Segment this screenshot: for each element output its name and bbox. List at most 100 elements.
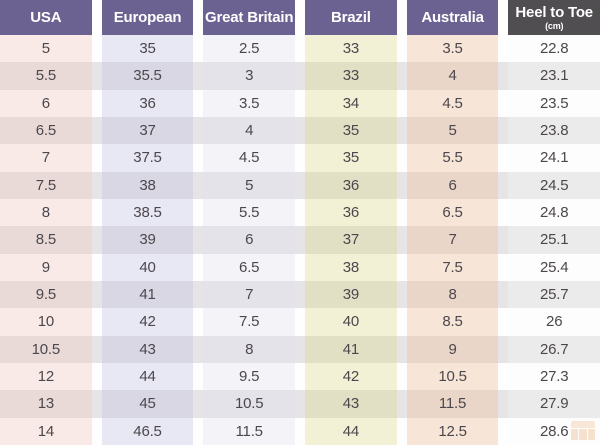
cell-great-britain: 3.5 <box>203 89 296 117</box>
cell-european: 45 <box>101 390 194 418</box>
watermark-logo <box>571 421 595 440</box>
cell-brazil: 44 <box>305 417 397 445</box>
cell-usa: 7.5 <box>0 171 92 199</box>
cell-brazil: 33 <box>305 35 397 63</box>
cell-usa: 6 <box>0 89 92 117</box>
cell-heel-to-toe: 25.7 <box>508 280 600 309</box>
cell-brazil: 37 <box>305 226 397 254</box>
cell-heel-to-toe: 24.8 <box>508 198 600 227</box>
cell-heel-to-toe: 23.1 <box>508 62 600 90</box>
cell-great-britain: 4 <box>203 116 296 145</box>
table-row: 9.5 41 7 39 8 25.7 <box>0 280 600 309</box>
column-header-label: Heel to Toe <box>515 3 593 21</box>
column-header-unit-label: (cm) <box>545 20 564 31</box>
cell-great-britain: 3 <box>203 62 296 90</box>
cell-great-britain: 5.5 <box>203 198 296 227</box>
table-row: 14 46.5 11.5 44 12.5 28.6 <box>0 417 600 445</box>
cell-heel-to-toe: 25.4 <box>508 253 600 281</box>
cell-heel-to-toe: 27.9 <box>508 390 600 418</box>
cell-heel-to-toe: 26.7 <box>508 335 600 363</box>
column-header-great-britain: Great Britain <box>203 0 296 35</box>
table-header-row: USA European Great Britain Brazil Austra… <box>0 0 600 35</box>
cell-heel-to-toe: 28.6 <box>508 417 600 445</box>
cell-brazil: 34 <box>305 89 397 117</box>
cell-brazil: 38 <box>305 253 397 281</box>
table-row: 7 37.5 4.5 35 5.5 24.1 <box>0 144 600 172</box>
cell-usa: 8 <box>0 198 92 227</box>
cell-european: 38 <box>101 171 194 199</box>
cell-usa: 13 <box>0 390 92 418</box>
table-row: 10 42 7.5 40 8.5 26 <box>0 308 600 336</box>
cell-great-britain: 7 <box>203 280 296 309</box>
cell-great-britain: 6.5 <box>203 253 296 281</box>
cell-brazil: 41 <box>305 335 397 363</box>
cell-australia: 3.5 <box>406 35 499 63</box>
cell-european: 42 <box>101 308 194 336</box>
table-row: 7.5 38 5 36 6 24.5 <box>0 171 600 199</box>
column-header-usa: USA <box>0 0 92 35</box>
watermark-windows <box>571 429 595 440</box>
cell-brazil: 42 <box>305 362 397 391</box>
cell-usa: 5.5 <box>0 62 92 90</box>
cell-european: 40 <box>101 253 194 281</box>
table-row: 10.5 43 8 41 9 26.7 <box>0 335 600 363</box>
cell-european: 46.5 <box>101 417 194 445</box>
column-header-australia: Australia <box>406 0 499 35</box>
cell-brazil: 39 <box>305 280 397 309</box>
cell-great-britain: 5 <box>203 171 296 199</box>
cell-brazil: 35 <box>305 116 397 145</box>
cell-australia: 6.5 <box>406 198 499 227</box>
cell-brazil: 40 <box>305 308 397 336</box>
cell-usa: 8.5 <box>0 226 92 254</box>
table-row: 13 45 10.5 43 11.5 27.9 <box>0 390 600 418</box>
column-header-heel-to-toe: Heel to Toe (cm) <box>508 0 600 35</box>
cell-heel-to-toe: 24.5 <box>508 171 600 199</box>
cell-australia: 4.5 <box>406 89 499 117</box>
cell-australia: 8 <box>406 280 499 309</box>
cell-usa: 6.5 <box>0 116 92 145</box>
column-header-label: USA <box>30 9 62 26</box>
cell-usa: 10.5 <box>0 335 92 363</box>
cell-usa: 10 <box>0 308 92 336</box>
column-header-label: European <box>113 9 182 26</box>
cell-european: 38.5 <box>101 198 194 227</box>
cell-heel-to-toe: 26 <box>508 308 600 336</box>
cell-australia: 5.5 <box>406 144 499 172</box>
table-row: 6 36 3.5 34 4.5 23.5 <box>0 89 600 117</box>
cell-heel-to-toe: 23.5 <box>508 89 600 117</box>
table-row: 5.5 35.5 3 33 4 23.1 <box>0 62 600 90</box>
table-row: 5 35 2.5 33 3.5 22.8 <box>0 35 600 63</box>
table-row: 8 38.5 5.5 36 6.5 24.8 <box>0 198 600 227</box>
cell-australia: 12.5 <box>406 417 499 445</box>
cell-european: 43 <box>101 335 194 363</box>
cell-australia: 7.5 <box>406 253 499 281</box>
cell-european: 36 <box>101 89 194 117</box>
column-header-brazil: Brazil <box>305 0 397 35</box>
cell-great-britain: 2.5 <box>203 35 296 63</box>
watermark-awning <box>571 421 595 428</box>
cell-heel-to-toe: 22.8 <box>508 35 600 63</box>
cell-brazil: 36 <box>305 171 397 199</box>
column-header-label: Great Britain <box>205 9 294 26</box>
cell-usa: 9.5 <box>0 280 92 309</box>
cell-european: 35.5 <box>101 62 194 90</box>
column-header-label: Australia <box>421 9 484 26</box>
cell-usa: 12 <box>0 362 92 391</box>
cell-australia: 9 <box>406 335 499 363</box>
cell-great-britain: 9.5 <box>203 362 296 391</box>
cell-australia: 10.5 <box>406 362 499 391</box>
cell-great-britain: 7.5 <box>203 308 296 336</box>
column-header-label: Brazil <box>331 9 371 26</box>
cell-brazil: 35 <box>305 144 397 172</box>
cell-heel-to-toe: 24.1 <box>508 144 600 172</box>
cell-brazil: 43 <box>305 390 397 418</box>
cell-great-britain: 6 <box>203 226 296 254</box>
table-row: 8.5 39 6 37 7 25.1 <box>0 226 600 254</box>
cell-usa: 5 <box>0 35 92 63</box>
cell-great-britain: 4.5 <box>203 144 296 172</box>
cell-usa: 7 <box>0 144 92 172</box>
cell-australia: 7 <box>406 226 499 254</box>
cell-european: 41 <box>101 280 194 309</box>
cell-usa: 14 <box>0 417 92 445</box>
